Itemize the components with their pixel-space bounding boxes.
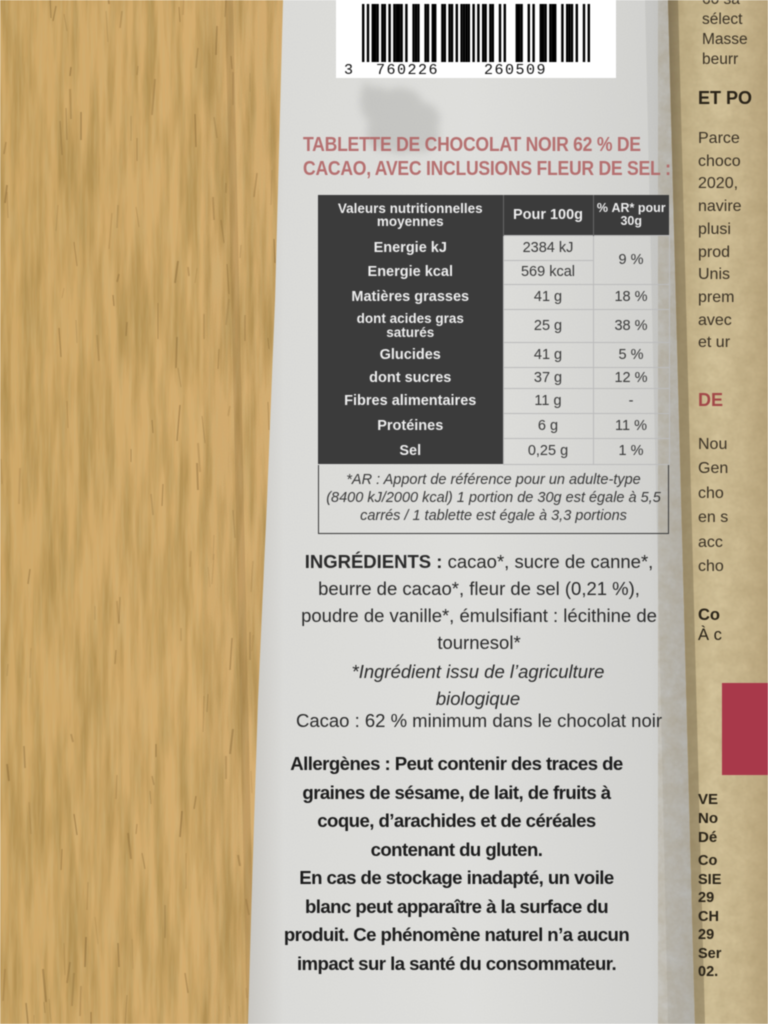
svg-text:260509: 260509	[484, 62, 547, 78]
svg-text:3: 3	[344, 62, 353, 78]
svg-text:760226: 760226	[376, 62, 439, 78]
